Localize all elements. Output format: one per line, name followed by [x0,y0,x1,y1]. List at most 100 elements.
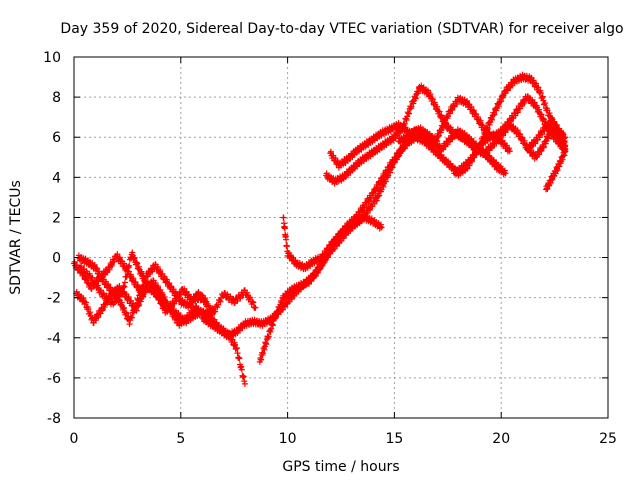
data-point-marker [427,91,434,98]
data-point-marker [118,290,125,297]
data-point-marker [372,188,379,195]
data-point-marker [490,111,497,118]
data-point-marker [131,255,138,262]
data-point-marker [269,321,276,328]
data-point-marker [138,268,145,275]
axis-ticks [73,56,609,419]
data-point-marker [113,298,120,305]
data-point-marker [133,303,140,310]
data-point-marker [538,111,545,118]
data-point-marker [502,90,509,97]
data-point-marker [489,116,496,123]
data-point-marker [91,261,98,268]
data-point-marker [227,293,234,300]
data-point-marker [236,355,243,362]
data-point-marker [116,293,123,300]
data-point-marker [506,145,513,152]
y-tick-label: 10 [43,50,61,66]
data-point-marker [137,291,144,298]
data-point-marker [464,97,471,104]
data-point-marker [269,322,276,329]
data-point-marker [435,132,442,139]
data-point-marker [125,263,132,270]
y-tick-label: 2 [52,210,61,226]
data-point-marker [121,283,128,290]
data-point-marker [359,208,366,215]
data-point-marker [327,244,334,251]
data-point-marker [434,103,441,110]
data-point-marker [241,380,248,387]
data-point-marker [401,145,408,152]
data-point-marker [517,131,524,138]
data-point-marker [415,89,422,96]
data-point-marker [532,80,539,87]
data-point-marker [71,258,78,265]
data-point-marker [100,290,107,297]
data-point-marker [365,198,372,205]
data-point-marker [502,170,509,177]
data-point-marker [119,289,126,296]
data-point-marker [514,127,521,134]
data-point-marker [521,137,528,144]
data-point-marker [500,132,507,139]
data-point-marker [263,341,270,348]
data-point-marker [126,321,133,328]
data-point-marker [94,282,101,289]
data-point-marker [540,144,547,151]
data-point-marker [145,281,152,288]
data-point-marker [116,254,123,261]
data-point-marker [158,298,165,305]
data-point-marker [540,143,547,150]
data-point-marker [170,310,177,317]
data-point-marker [495,103,502,110]
data-point-marker [163,276,170,283]
series-track-n [543,147,569,193]
data-point-marker [478,140,485,147]
data-point-marker [312,273,319,280]
data-point-marker [134,260,141,267]
data-point-marker [432,136,439,143]
series-track-l [455,120,569,162]
data-point-marker [442,119,449,126]
series-track-e [199,212,385,341]
data-point-marker [562,148,569,155]
data-point-marker [267,328,274,335]
data-point-marker [521,99,528,106]
x-tick-label: 15 [385,431,403,447]
data-point-marker [283,242,290,249]
data-point-marker [381,173,388,180]
data-point-marker [433,137,440,144]
data-point-marker [137,269,144,276]
data-point-marker [340,235,347,242]
data-point-marker [401,120,408,127]
data-point-marker [199,292,206,299]
data-point-marker [212,308,219,315]
data-point-marker [531,99,538,106]
data-point-marker [327,148,334,155]
data-point-marker [85,306,92,312]
data-point-marker [87,309,94,316]
data-point-marker [539,94,546,101]
data-point-marker [403,117,410,124]
data-point-marker [540,115,547,122]
plot-frame [73,56,609,419]
data-point-marker [436,108,443,115]
data-point-marker [484,126,491,133]
data-point-marker [123,273,130,280]
data-point-marker [96,268,103,275]
data-point-marker [97,310,104,317]
data-point-marker [305,281,312,288]
data-point-marker [239,372,246,379]
data-point-marker [388,162,395,169]
data-point-marker [217,298,224,305]
data-point-marker [95,314,102,321]
data-point-marker [380,183,387,190]
data-point-marker [80,295,87,302]
data-point-marker [501,167,508,174]
data-point-marker [106,295,113,302]
data-point-marker [120,305,127,312]
data-point-marker [431,142,438,149]
data-point-marker [315,269,322,276]
y-tick-label: -8 [47,411,61,427]
